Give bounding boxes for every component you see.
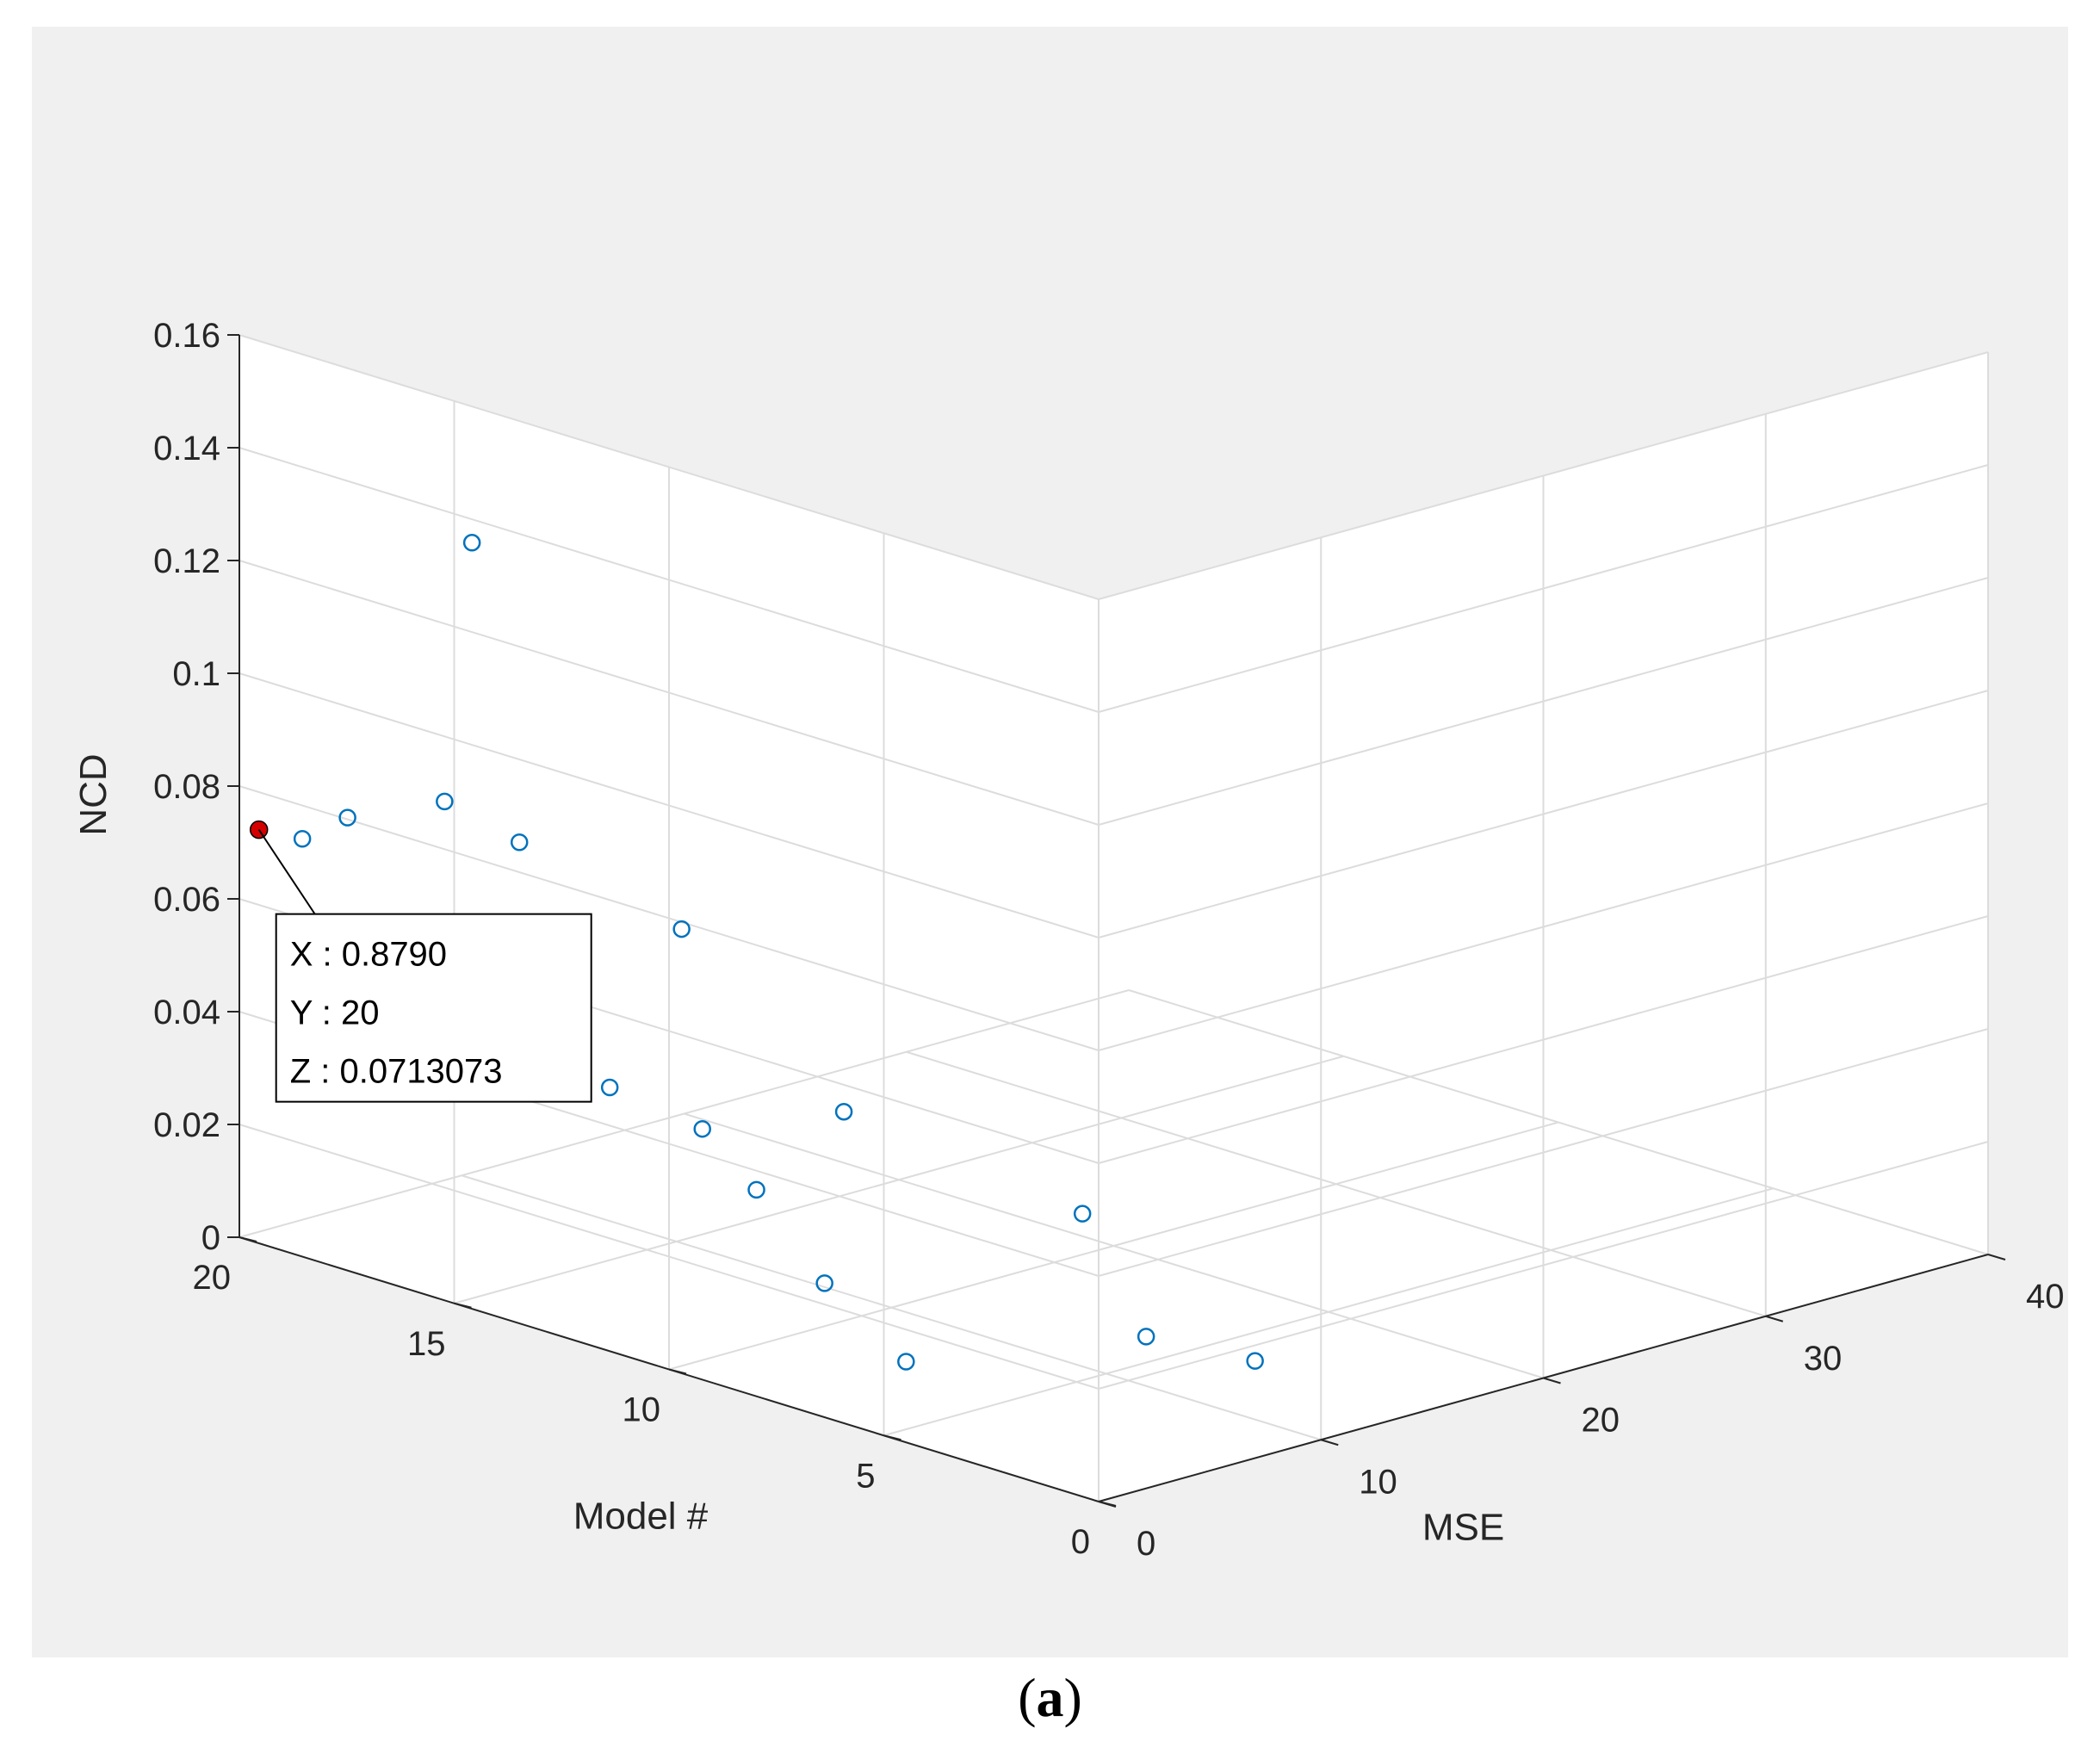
data-point[interactable] xyxy=(747,1180,765,1199)
x-tick-label: 20 xyxy=(1582,1402,1620,1440)
x-tick-label: 10 xyxy=(1359,1463,1397,1501)
datatip-box[interactable] xyxy=(275,913,592,1103)
y-tick-mark xyxy=(883,1434,901,1441)
data-point[interactable] xyxy=(436,792,454,811)
data-point[interactable] xyxy=(672,920,691,938)
z-tick-label: 0.08 xyxy=(153,768,220,806)
y-tick-mark xyxy=(454,1302,472,1309)
z-tick-label: 0.1 xyxy=(172,655,220,693)
z-axis-label: NCD xyxy=(72,753,115,835)
tick-labels: 0 0.02 0.04 0.06 0.08 0.1 0.12 0.14 0.16 0 5 10 15 20… xyxy=(153,317,2064,1563)
datatip-leader-line xyxy=(257,829,316,915)
axes-background xyxy=(239,335,1988,1502)
data-point[interactable] xyxy=(338,808,356,827)
x-tick-mark xyxy=(1987,1254,2006,1260)
z-tick-label: 0.14 xyxy=(153,430,220,468)
x-tick-label: 30 xyxy=(1804,1340,1843,1378)
x-tick-mark xyxy=(1543,1377,1561,1384)
grid-line-floor-x-1 xyxy=(461,1174,1322,1441)
datatip-x-text: X : 0.8790 xyxy=(290,936,447,974)
data-point[interactable] xyxy=(1137,1328,1155,1346)
y-tick-mark xyxy=(238,1236,257,1242)
caption-close-paren: ) xyxy=(1063,1667,1082,1728)
caption-letter: a xyxy=(1036,1667,1064,1728)
x-tick-label: 0 xyxy=(1137,1525,1155,1563)
data-point[interactable] xyxy=(1073,1205,1092,1223)
y-axis-label: Model # xyxy=(573,1496,709,1538)
z-tick-label: 0.04 xyxy=(153,994,220,1031)
z-tick-label: 0.02 xyxy=(153,1106,220,1144)
z-tick-label: 0.12 xyxy=(153,542,220,580)
data-point[interactable] xyxy=(510,833,529,852)
y-tick-mark xyxy=(668,1368,687,1375)
datatip-y-text: Y : 20 xyxy=(290,994,380,1032)
z-tick-label: 0.16 xyxy=(153,317,220,355)
data-point[interactable] xyxy=(834,1102,853,1121)
grid-line-floor-x-2 xyxy=(684,1112,1544,1379)
x-tick-mark xyxy=(1765,1315,1784,1322)
data-point[interactable] xyxy=(462,534,481,552)
axis-labels: NCD Model # MSE xyxy=(72,753,1504,1548)
figure-caption: (a) xyxy=(0,1666,2100,1730)
data-point[interactable] xyxy=(600,1078,619,1097)
z-tick-label: 0.06 xyxy=(153,881,220,919)
grid-line-floor-x-4 xyxy=(1128,989,1989,1255)
datatip: X : 0.8790 Y : 20 Z : 0.0713073 xyxy=(257,829,592,1103)
x-tick-mark xyxy=(1320,1439,1339,1446)
data-point[interactable] xyxy=(1246,1352,1264,1370)
y-tick-label: 15 xyxy=(407,1325,446,1363)
x-axis-label: MSE xyxy=(1422,1507,1504,1549)
y-tick-label: 20 xyxy=(193,1259,232,1297)
axes-panes xyxy=(239,335,1988,1502)
caption-open-paren: ( xyxy=(1018,1667,1037,1728)
data-point[interactable] xyxy=(815,1274,833,1292)
datatip-z-text: Z : 0.0713073 xyxy=(290,1053,503,1091)
data-point[interactable] xyxy=(293,830,312,848)
y-tick-label: 5 xyxy=(856,1457,875,1495)
grid-line-floor-x-3 xyxy=(906,1050,1767,1317)
data-point[interactable] xyxy=(897,1353,915,1371)
x-tick-label: 40 xyxy=(2026,1278,2065,1316)
data-point[interactable] xyxy=(693,1119,711,1138)
y-tick-label: 10 xyxy=(623,1391,661,1429)
z-tick-label: 0 xyxy=(201,1219,220,1257)
y-tick-label: 0 xyxy=(1071,1523,1090,1561)
x-tick-mark xyxy=(1098,1501,1117,1508)
